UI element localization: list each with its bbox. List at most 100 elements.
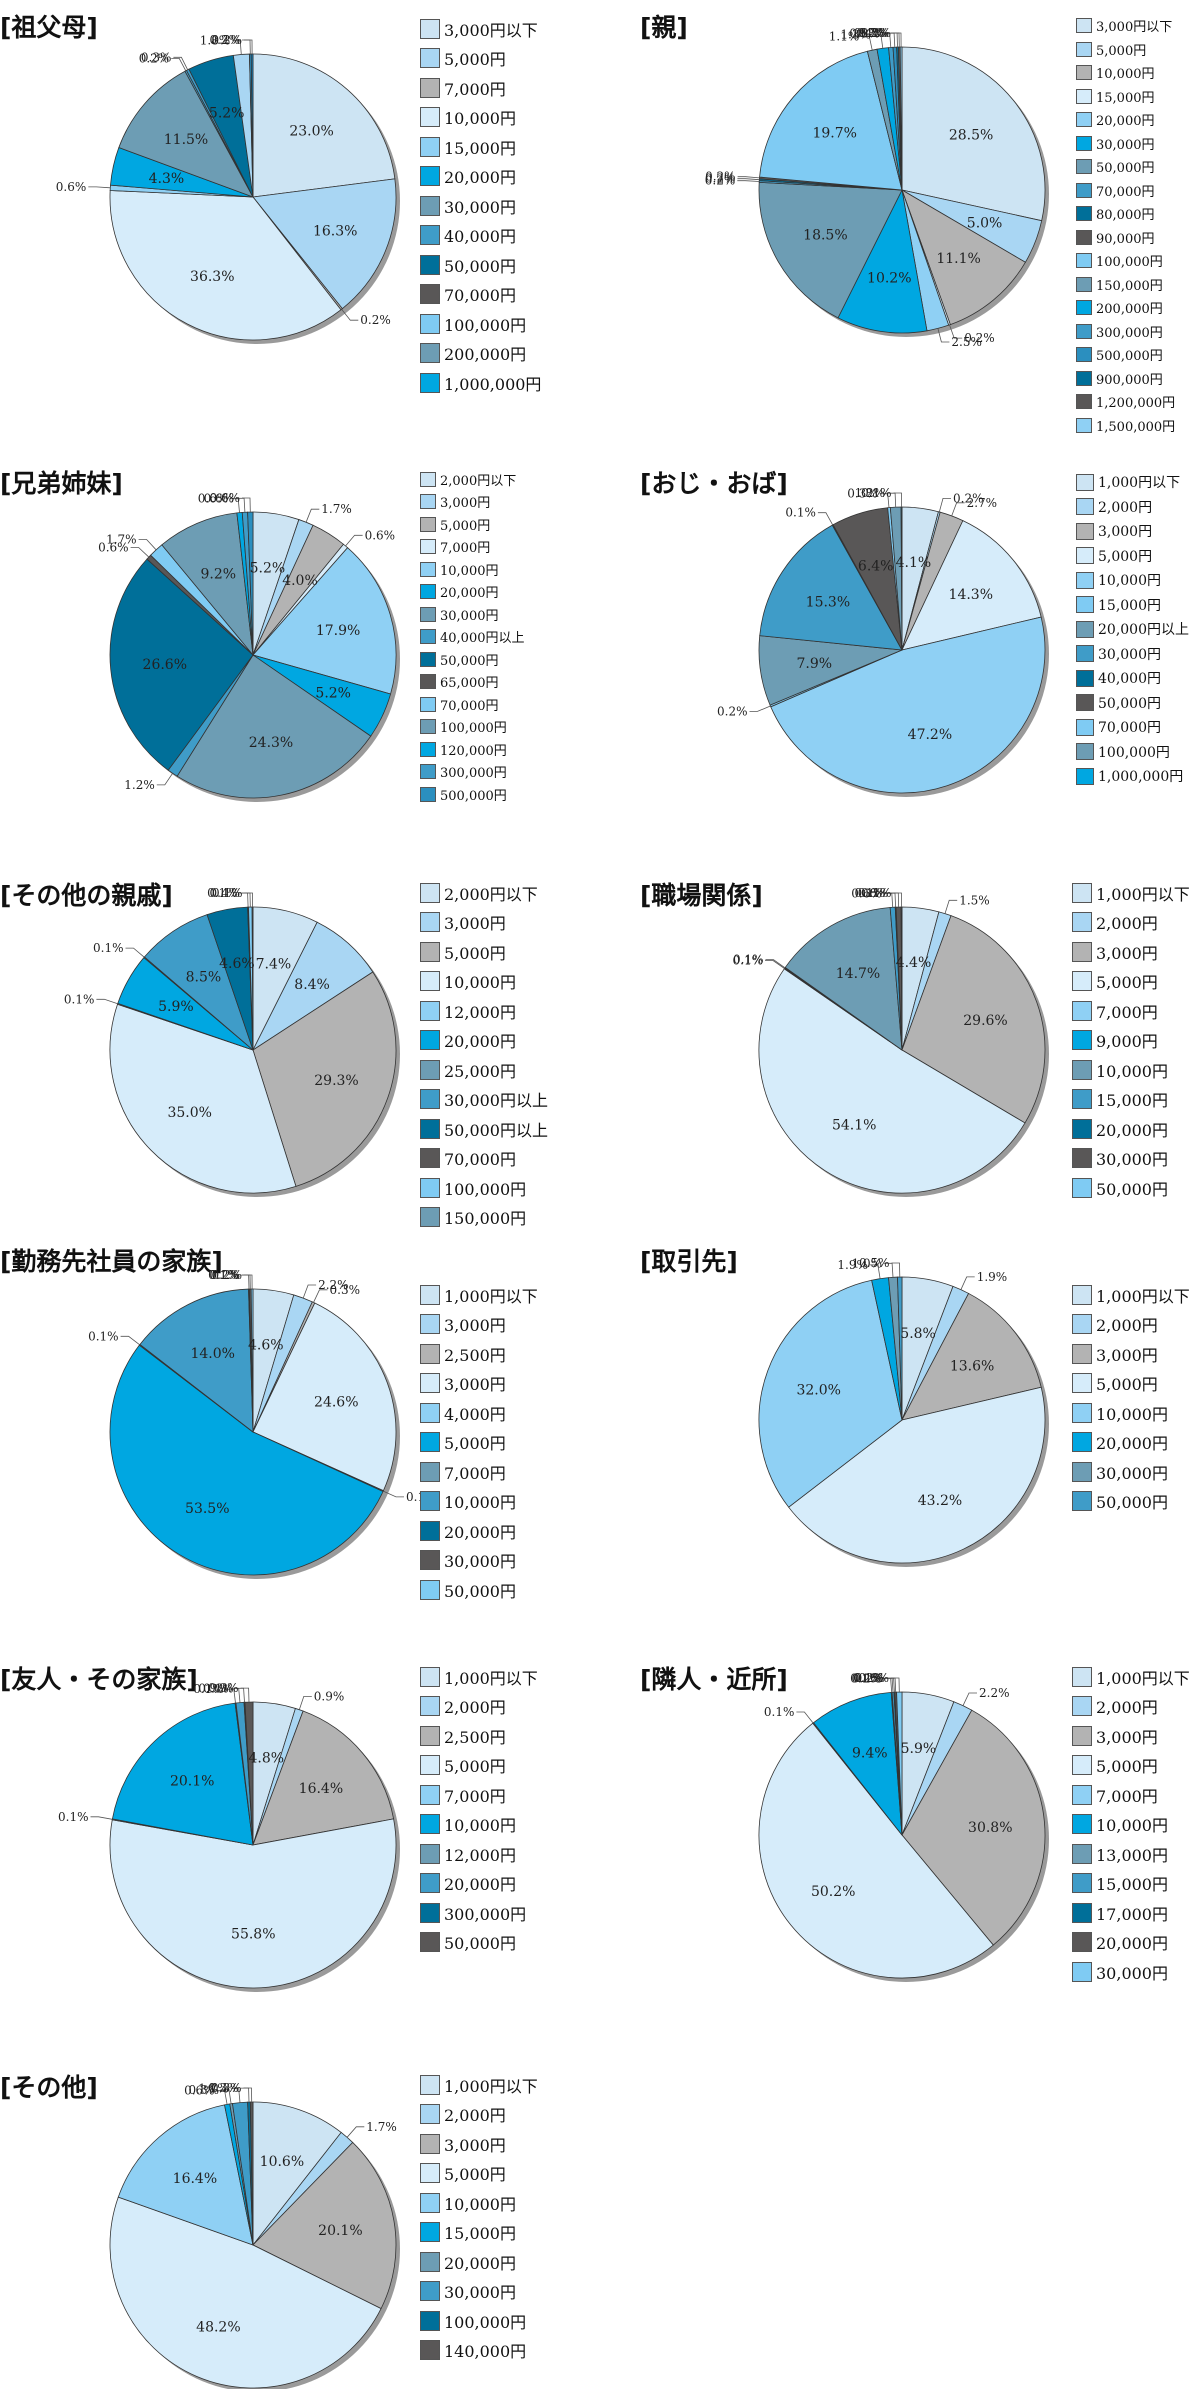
legend-swatch: [1072, 1696, 1092, 1717]
pie-slice: [899, 46, 903, 191]
legend-item: 30,000円: [1072, 1144, 1190, 1174]
legend-item: 25,000円: [420, 1055, 548, 1085]
legend-label: 1,000円以下: [444, 1286, 538, 1306]
legend-item: 5,000円: [1076, 38, 1175, 62]
pie-slice: [252, 196, 343, 311]
legend-swatch: [420, 1284, 440, 1305]
legend-label: 2,000円: [444, 1698, 506, 1718]
legend-label: 50,000円以上: [444, 1120, 548, 1140]
legend-item: 1,000円以下: [1072, 878, 1190, 908]
legend-label: 17,000円: [1096, 1904, 1168, 1924]
legend-label: 3,000円: [444, 2135, 506, 2155]
leader-line: [216, 2090, 228, 2105]
slice-label: 13.6%: [950, 1359, 994, 1375]
legend-label: 50,000円: [444, 1934, 516, 1954]
legend-item: 1,000円以下: [1072, 1662, 1190, 1692]
pie-slice: [232, 53, 254, 198]
legend-item: 20,000円: [1072, 1114, 1190, 1144]
legend-swatch: [1072, 1666, 1092, 1687]
pie-slice: [812, 1722, 903, 1836]
slice-label: 11.5%: [164, 132, 208, 148]
legend-item: 1,000円以下: [420, 1662, 538, 1692]
legend-label: 3,000円: [1096, 943, 1158, 963]
legend-label: 2,000円: [1098, 499, 1153, 516]
pie-slice: [234, 1702, 254, 1846]
legend-item: 7,000円: [420, 73, 541, 103]
slice-label: 0.6%: [198, 492, 229, 506]
slice-label: 19.7%: [812, 125, 856, 141]
pie-slice: [161, 512, 254, 657]
legend-item: 90,000円: [1076, 226, 1175, 250]
legend-item: 100,000円: [420, 2306, 538, 2336]
pie-slice: [250, 1288, 254, 1433]
legend-item: 3,000円: [420, 2129, 538, 2159]
legend-swatch: [420, 1461, 440, 1482]
legend-label: 5,000円: [1096, 43, 1147, 59]
slice-label: 0.1%: [861, 486, 892, 500]
legend-item: 40,000円: [1076, 666, 1189, 691]
legend-swatch: [1072, 1491, 1092, 1512]
slice-label: 4.1%: [896, 555, 932, 571]
leader-line: [889, 32, 898, 48]
legend-item: 20,000円: [1072, 1428, 1190, 1458]
legend-item: 20,000円: [420, 2247, 538, 2277]
legend-item: 100,000円: [420, 309, 541, 339]
pie-slice: [897, 1276, 903, 1421]
slice-label: 2.2%: [318, 1278, 349, 1292]
legend-swatch: [1072, 1059, 1092, 1080]
legend-swatch: [420, 1314, 440, 1335]
legend-swatch: [1076, 767, 1094, 785]
legend-swatch: [1076, 718, 1094, 736]
leader-line: [242, 497, 251, 513]
legend-item: 150,000円: [1076, 273, 1175, 297]
leader-line: [944, 899, 958, 914]
legend-item: 2,000円: [1076, 495, 1189, 520]
legend-label: 5,000円: [440, 518, 491, 534]
pie-slice: [138, 1343, 254, 1433]
slice-label: 0.2%: [360, 313, 391, 327]
legend-swatch: [1072, 1373, 1092, 1394]
legend-label: 1,000円以下: [1096, 1668, 1190, 1688]
legend-label: 5,000円: [1096, 1375, 1158, 1395]
legend-item: 70,000円: [420, 693, 525, 716]
legend-item: 5,000円: [420, 44, 541, 74]
pie-shadow: [763, 911, 1049, 1197]
legend-label: 50,000円: [1096, 1493, 1168, 1513]
legend-item: 70,000円: [1076, 715, 1189, 740]
pie-slice: [901, 511, 941, 651]
pie-slice: [896, 1691, 903, 1836]
pie-slice: [252, 1288, 295, 1433]
legend-label: 30,000円: [1096, 1150, 1168, 1170]
leader-line: [244, 1274, 253, 1290]
legend-item: 10,000円: [420, 967, 548, 997]
legend-item: 15,000円: [1072, 1085, 1190, 1115]
slice-label: 7.9%: [797, 656, 833, 672]
pie-slice: [241, 511, 254, 656]
slice-label: 0.6%: [858, 886, 889, 900]
legend-swatch: [420, 1520, 440, 1541]
legend-item: 13,000円: [1072, 1839, 1190, 1869]
slice-label: 11.1%: [936, 251, 980, 267]
legend-label: 100,000円: [1096, 255, 1163, 271]
legend-label: 70,000円: [1098, 720, 1161, 737]
pie-slice: [901, 915, 1046, 1124]
pie-slice: [229, 2103, 254, 2246]
legend-label: 3,000円以下: [444, 20, 538, 40]
legend-swatch: [420, 1118, 440, 1139]
legend-swatch: [1072, 1814, 1092, 1835]
pie-slice: [247, 2101, 254, 2246]
legend-item: 20,000円: [420, 1869, 538, 1899]
legend-swatch: [420, 2310, 440, 2331]
pie-slice: [109, 1003, 297, 1194]
legend-swatch: [1076, 498, 1094, 516]
leader-line: [893, 892, 902, 908]
legend: 2,000円以下 3,000円 5,000円 10,000円 12,000円 20,000…: [420, 878, 548, 1232]
legend-swatch: [420, 1491, 440, 1512]
legend-swatch: [420, 2074, 440, 2095]
legend-swatch: [420, 1725, 440, 1746]
legend-item: 1,500,000円: [1076, 414, 1175, 438]
pie-slice: [252, 906, 318, 1051]
pie-slice: [758, 1279, 903, 1508]
legend-label: 30,000円: [1096, 1963, 1168, 1983]
legend-label: 20,000円: [1096, 1934, 1168, 1954]
